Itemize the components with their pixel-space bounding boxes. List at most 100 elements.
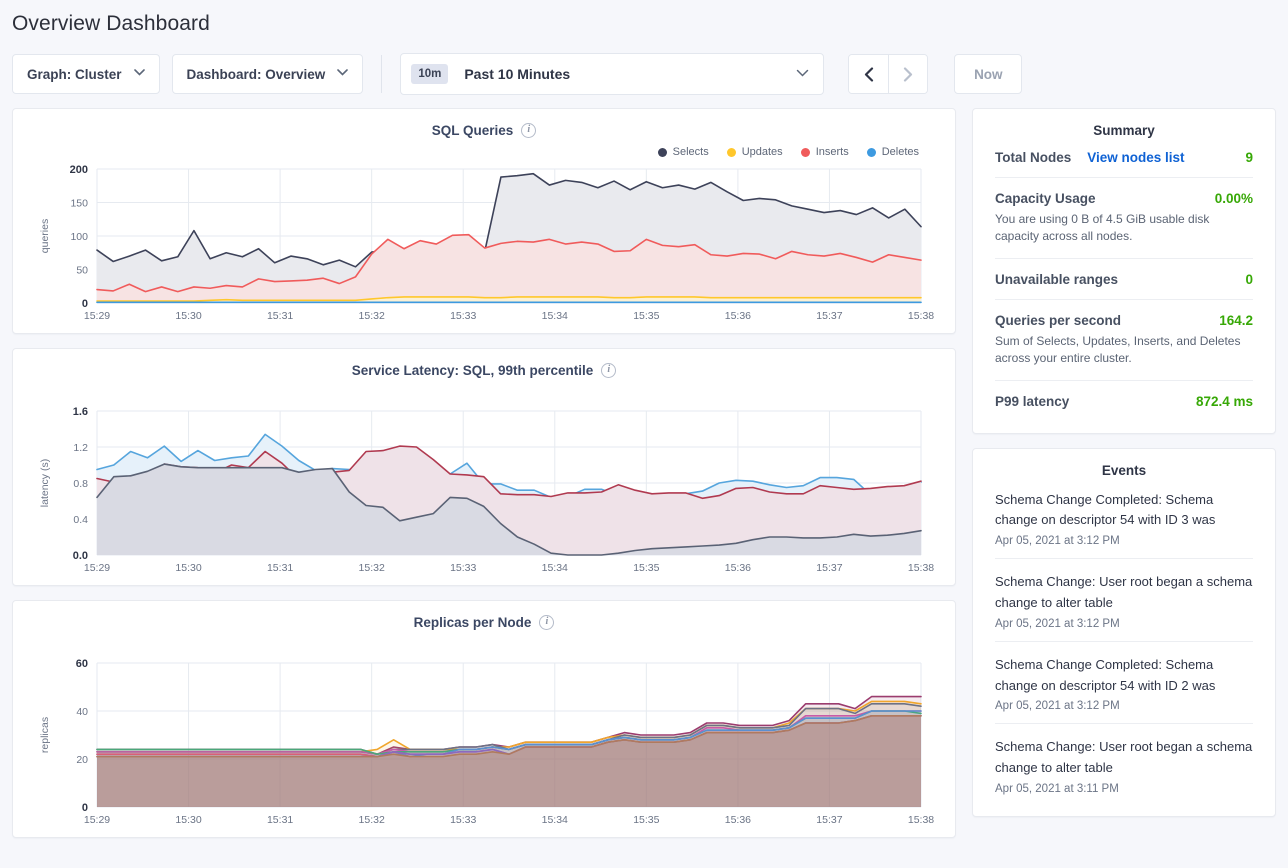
y-axis-tick-label: 0 — [82, 298, 88, 310]
chart-title: Service Latency: SQL, 99th percentile — [351, 362, 594, 378]
y-axis-tick-label: 200 — [70, 164, 88, 176]
x-axis-tick-label: 15:33 — [450, 310, 476, 322]
chart-svg: 0.0 0.4 0.8 1.2 1.6 latency (s) 15:29 15:30 15:3… — [39, 406, 934, 574]
summary-row: Total Nodes View nodes list 9 — [995, 148, 1253, 177]
legend-color-dot — [726, 147, 736, 157]
y-axis-title: latency (s) — [39, 459, 51, 507]
legend-item[interactable]: Inserts — [800, 145, 849, 159]
event-timestamp: Apr 05, 2021 at 3:12 PM — [995, 700, 1120, 713]
series-area — [97, 234, 921, 303]
event-text[interactable]: Schema Change: User root began a schema … — [995, 574, 1253, 610]
y-axis-tick-label: 1.6 — [73, 406, 88, 418]
time-nav-group — [848, 54, 929, 94]
time-next-button[interactable] — [888, 55, 928, 93]
dashboard-select-dropdown[interactable]: Dashboard: Overview — [171, 54, 364, 94]
x-axis-tick-label: 15:31 — [267, 562, 293, 574]
summary-title: Summary — [1093, 123, 1155, 138]
summary-row: Queries per second 164.2 Sum of Selects, U… — [995, 298, 1253, 380]
summary-row: Capacity Usage 0.00% You are using 0 B of … — [995, 177, 1253, 258]
x-axis-tick-label: 15:37 — [816, 814, 842, 826]
x-axis-tick-label: 15:32 — [359, 814, 385, 826]
chart-plot-service-latency[interactable]: 0.0 0.4 0.8 1.2 1.6 latency (s) 15:29 15:30 15:3… — [13, 399, 955, 579]
summary-row-head: Unavailable ranges 0 — [995, 272, 1253, 287]
graph-select-dropdown[interactable]: Graph: Cluster — [12, 54, 160, 94]
summary-row: Unavailable ranges 0 — [995, 257, 1253, 299]
summary-label: Total Nodes — [995, 150, 1072, 165]
event-item: Schema Change: User root began a schema … — [995, 558, 1253, 641]
legend-label: Updates — [741, 146, 783, 158]
chart-svg: 0 50 100 150 200 queries 15:29 15:30 15:31 15:32 1… — [39, 164, 934, 322]
info-icon[interactable]: i — [521, 122, 537, 138]
y-axis-tick-label: 0.8 — [73, 478, 88, 490]
chart-card-sql-queries: SQL Queries i Selects Updates Inserts Delet… — [12, 108, 956, 334]
legend-label: Deletes — [881, 146, 919, 158]
event-text[interactable]: Schema Change: User root began a schema … — [995, 739, 1253, 776]
events-list: Schema Change Completed: Schema change o… — [973, 488, 1275, 816]
chart-title-row: Service Latency: SQL, 99th percentile i — [13, 359, 955, 381]
chevron-down-icon — [796, 69, 809, 80]
charts-column: SQL Queries i Selects Updates Inserts Delet… — [12, 108, 956, 838]
info-icon[interactable]: i — [601, 362, 617, 378]
event-timestamp: Apr 05, 2021 at 3:12 PM — [995, 617, 1120, 630]
chart-card-service-latency: Service Latency: SQL, 99th percentile i … — [12, 348, 956, 586]
series-area — [97, 296, 921, 303]
time-range-pill: 10m — [411, 64, 449, 84]
view-nodes-list-link[interactable]: View nodes list — [1087, 150, 1185, 165]
x-axis-tick-label: 15:36 — [725, 562, 751, 574]
chart-title-row: Replicas per Node i — [13, 611, 955, 633]
time-range-picker[interactable]: 10m Past 10 Minutes — [400, 53, 825, 95]
summary-description: Sum of Selects, Updates, Inserts, and De… — [995, 333, 1241, 366]
y-axis-tick-label: 100 — [70, 231, 88, 243]
summary-value: 164.2 — [1219, 312, 1253, 328]
chevron-down-icon — [337, 69, 349, 79]
now-button[interactable]: Now — [954, 54, 1023, 94]
x-axis-tick-label: 15:37 — [816, 562, 842, 574]
event-timestamp: Apr 05, 2021 at 3:11 PM — [995, 782, 1119, 795]
page-title: Overview Dashboard — [12, 12, 210, 35]
event-text[interactable]: Schema Change Completed: Schema change o… — [995, 656, 1216, 693]
x-axis-tick-label: 15:34 — [542, 562, 568, 574]
y-axis-tick-label: 1.2 — [73, 442, 88, 454]
summary-label: Capacity Usage — [995, 191, 1096, 206]
y-axis-title: queries — [39, 219, 51, 253]
chart-card-replicas-per-node: Replicas per Node i 0 20 40 60 replicas 15:29… — [12, 600, 956, 838]
time-prev-button[interactable] — [849, 55, 889, 93]
series-line — [96, 296, 922, 302]
chart-title-row: SQL Queries i — [13, 119, 955, 141]
x-axis-tick-label: 15:32 — [359, 562, 385, 574]
events-title: Events — [1101, 462, 1147, 478]
x-axis-tick-label: 15:31 — [267, 310, 293, 322]
summary-rows: Total Nodes View nodes list 9 Capacity Usag… — [973, 148, 1275, 433]
legend-color-dot — [800, 147, 810, 157]
legend-color-dot — [866, 147, 876, 157]
y-axis-tick-label: 50 — [76, 265, 88, 277]
x-axis-tick-label: 15:38 — [908, 310, 934, 322]
info-icon[interactable]: i — [539, 614, 555, 630]
series-line — [96, 433, 922, 499]
summary-row-head: Queries per second 164.2 — [995, 313, 1253, 328]
series-area — [97, 696, 921, 807]
y-axis-tick-label: 40 — [76, 706, 88, 718]
series-area — [97, 711, 921, 807]
side-column: Summary Total Nodes View nodes list 9 Capac… — [972, 108, 1276, 817]
series-line — [96, 445, 922, 500]
legend-item[interactable]: Deletes — [866, 145, 919, 159]
legend-item[interactable]: Updates — [726, 145, 783, 159]
event-item: Schema Change: User root began a schema … — [995, 723, 1253, 806]
series-area — [97, 715, 921, 807]
legend-label: Selects — [672, 146, 709, 158]
x-axis-tick-label: 15:36 — [725, 814, 751, 826]
event-timestamp: Apr 05, 2021 at 3:12 PM — [995, 535, 1120, 548]
chart-plot-sql-queries[interactable]: 0 50 100 150 200 queries 15:29 15:30 15:31 15:32 1… — [13, 159, 955, 327]
legend-item[interactable]: Selects — [657, 145, 709, 159]
series-line — [96, 463, 922, 556]
dashboard-select-label: Dashboard: Overview — [186, 66, 326, 82]
event-text[interactable]: Schema Change Completed: Schema change o… — [995, 491, 1216, 528]
summary-panel: Summary Total Nodes View nodes list 9 Capac… — [972, 108, 1276, 434]
x-axis-tick-label: 15:29 — [84, 562, 110, 574]
chart-svg: 0 20 40 60 replicas 15:29 15:30 15:31 15:32 15:33… — [39, 658, 934, 826]
summary-row-head: Capacity Usage 0.00% — [995, 191, 1253, 206]
y-axis-title: replicas — [39, 717, 51, 753]
x-axis-tick-label: 15:34 — [542, 814, 568, 826]
chart-plot-replicas-per-node[interactable]: 0 20 40 60 replicas 15:29 15:30 15:31 15:32 15:33… — [13, 651, 955, 831]
